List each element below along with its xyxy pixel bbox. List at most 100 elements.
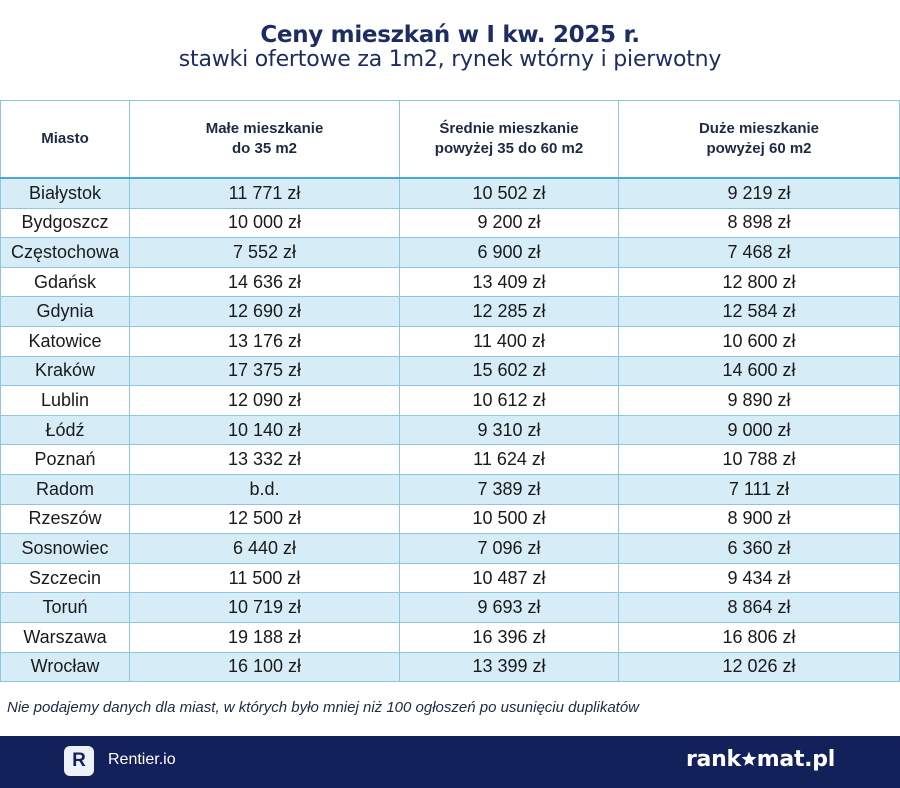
cell-small: 14 636 zł — [129, 266, 400, 298]
column-header-large: Duże mieszkanie powyżej 60 m2 — [618, 100, 900, 179]
cell-large: 9 000 zł — [618, 414, 900, 446]
column-header-medium: Średnie mieszkanie powyżej 35 do 60 m2 — [399, 100, 619, 179]
cell-large: 9 890 zł — [618, 385, 900, 416]
cell-large: 12 026 zł — [618, 651, 900, 683]
column-header-small-line2: do 35 m2 — [231, 140, 298, 157]
cell-city: Rzeszów — [0, 503, 130, 535]
cell-small: 16 100 zł — [129, 651, 400, 683]
table-row: Radom b.d. 7 389 zł 7 111 zł — [0, 473, 900, 505]
cell-city: Wrocław — [0, 651, 130, 683]
cell-small: 12 500 zł — [129, 503, 400, 535]
table-row: Szczecin 11 500 zł 10 487 zł 9 434 zł — [0, 562, 900, 594]
column-header-large-line2: powyżej 60 m2 — [706, 140, 812, 157]
cell-small: 11 500 zł — [129, 562, 400, 594]
cell-medium: 9 310 zł — [399, 414, 619, 446]
table-body: Białystok 11 771 zł 10 502 zł 9 219 zł Bydgo… — [0, 177, 900, 683]
star-icon — [741, 751, 757, 766]
cell-large: 8 864 zł — [618, 592, 900, 623]
cell-city: Lublin — [0, 385, 130, 416]
cell-medium: 11 624 zł — [399, 444, 619, 475]
cell-city: Poznań — [0, 444, 130, 475]
rentier-name: Rentier.io — [108, 751, 176, 768]
table-row: Warszawa 19 188 zł 16 396 zł 16 806 zł — [0, 621, 900, 653]
cell-medium: 16 396 zł — [399, 621, 619, 653]
chart-title: Ceny mieszkań w I kw. 2025 r. — [260, 22, 640, 48]
cell-city: Warszawa — [0, 621, 130, 653]
cell-large: 16 806 zł — [618, 621, 900, 653]
table-row: Gdynia 12 690 zł 12 285 zł 12 584 zł — [0, 296, 900, 327]
cell-small: 12 090 zł — [129, 385, 400, 416]
cell-large: 6 360 zł — [618, 533, 900, 564]
cell-large: 7 111 zł — [618, 473, 900, 505]
cell-small: 11 771 zł — [129, 177, 400, 209]
cell-large: 12 800 zł — [618, 266, 900, 298]
cell-medium: 10 500 zł — [399, 503, 619, 535]
column-header-large-line1: Duże mieszkanie — [698, 120, 820, 137]
cell-medium: 13 409 zł — [399, 266, 619, 298]
cell-large: 8 900 zł — [618, 503, 900, 535]
table-row: Łódź 10 140 zł 9 310 zł 9 000 zł — [0, 414, 900, 446]
cell-small: 6 440 zł — [129, 533, 400, 564]
column-header-small: Małe mieszkanie do 35 m2 — [129, 100, 400, 179]
cell-large: 8 898 zł — [618, 207, 900, 239]
cell-medium: 10 502 zł — [399, 177, 619, 209]
cell-city: Szczecin — [0, 562, 130, 594]
cell-city: Kraków — [0, 355, 130, 387]
rentier-logo-letter: R — [72, 750, 86, 771]
table-row: Toruń 10 719 zł 9 693 zł 8 864 zł — [0, 592, 900, 623]
rankomat-suffix: mat.pl — [756, 747, 835, 772]
cell-medium: 9 693 zł — [399, 592, 619, 623]
chart-subtitle: stawki ofertowe za 1m2, rynek wtórny i p… — [178, 47, 722, 72]
cell-city: Sosnowiec — [0, 533, 130, 564]
table-row: Rzeszów 12 500 zł 10 500 zł 8 900 zł — [0, 503, 900, 535]
cell-medium: 7 096 zł — [399, 533, 619, 564]
table-row: Sosnowiec 6 440 zł 7 096 zł 6 360 zł — [0, 533, 900, 564]
cell-medium: 12 285 zł — [399, 296, 619, 327]
cell-large: 7 468 zł — [618, 237, 900, 268]
cell-medium: 13 399 zł — [399, 651, 619, 683]
column-header-small-line1: Małe mieszkanie — [205, 120, 324, 137]
cell-medium: 10 612 zł — [399, 385, 619, 416]
table-row: Białystok 11 771 zł 10 502 zł 9 219 zł — [0, 177, 900, 209]
cell-small: b.d. — [129, 473, 400, 505]
table-row: Częstochowa 7 552 zł 6 900 zł 7 468 zł — [0, 237, 900, 268]
column-header-medium-line2: powyżej 35 do 60 m2 — [434, 140, 584, 157]
cell-small: 10 000 zł — [129, 207, 400, 239]
cell-small: 10 140 zł — [129, 414, 400, 446]
footer-bar: R Rentier.io rank mat.pl — [0, 736, 900, 788]
cell-large: 14 600 zł — [618, 355, 900, 387]
cell-large: 12 584 zł — [618, 296, 900, 327]
cell-large: 9 434 zł — [618, 562, 900, 594]
cell-city: Łódź — [0, 414, 130, 446]
price-table: Miasto Małe mieszkanie do 35 m2 Średnie … — [0, 100, 900, 683]
cell-large: 10 600 zł — [618, 325, 900, 357]
cell-small: 13 176 zł — [129, 325, 400, 357]
cell-city: Częstochowa — [0, 237, 130, 268]
cell-city: Katowice — [0, 325, 130, 357]
table-row: Bydgoszcz 10 000 zł 9 200 zł 8 898 zł — [0, 207, 900, 239]
cell-small: 12 690 zł — [129, 296, 400, 327]
table-row: Lublin 12 090 zł 10 612 zł 9 890 zł — [0, 385, 900, 416]
rankomat-prefix: rank — [686, 747, 741, 772]
column-header-city: Miasto — [0, 100, 130, 179]
cell-small: 13 332 zł — [129, 444, 400, 475]
cell-medium: 11 400 zł — [399, 325, 619, 357]
column-header-medium-line1: Średnie mieszkanie — [439, 120, 579, 137]
cell-small: 10 719 zł — [129, 592, 400, 623]
table-row: Poznań 13 332 zł 11 624 zł 10 788 zł — [0, 444, 900, 475]
cell-small: 7 552 zł — [129, 237, 400, 268]
rankomat-logo: rank mat.pl — [686, 747, 835, 772]
column-header-city-line1: Miasto — [41, 130, 89, 147]
cell-small: 17 375 zł — [129, 355, 400, 387]
cell-small: 19 188 zł — [129, 621, 400, 653]
cell-medium: 9 200 zł — [399, 207, 619, 239]
table-row: Katowice 13 176 zł 11 400 zł 10 600 zł — [0, 325, 900, 357]
cell-medium: 10 487 zł — [399, 562, 619, 594]
cell-city: Bydgoszcz — [0, 207, 130, 239]
cell-medium: 7 389 zł — [399, 473, 619, 505]
table-header-row: Miasto Małe mieszkanie do 35 m2 Średnie … — [0, 100, 900, 179]
table-row: Wrocław 16 100 zł 13 399 zł 12 026 zł — [0, 651, 900, 683]
footnote: Nie podajemy danych dla miast, w których… — [7, 699, 640, 716]
cell-large: 10 788 zł — [618, 444, 900, 475]
table-row: Kraków 17 375 zł 15 602 zł 14 600 zł — [0, 355, 900, 387]
